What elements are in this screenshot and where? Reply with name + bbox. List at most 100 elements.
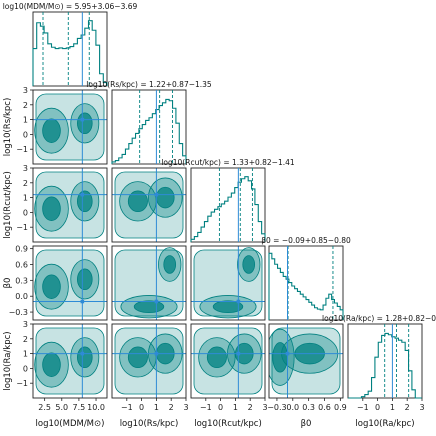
ytick-label-rcut: 0 bbox=[23, 208, 28, 217]
truth-marker bbox=[236, 299, 241, 304]
ytick-label-beta: 0.6 bbox=[15, 261, 28, 270]
title-rs: log10(Rs/kpc) = 1.22+0.87−1.35 bbox=[86, 80, 212, 89]
xtick-label-rcut: 3 bbox=[262, 403, 267, 412]
contour-level-3-0 bbox=[212, 300, 244, 313]
hist-rcut bbox=[190, 176, 266, 242]
xtick-label-ra: 0 bbox=[375, 403, 380, 412]
ytick-label-ra: 3 bbox=[23, 320, 28, 329]
ytick-label-rs: 1 bbox=[23, 116, 28, 125]
panel-rs-hist bbox=[111, 89, 187, 165]
ytick-label-ra: 2 bbox=[23, 335, 28, 344]
contour-level-3-0 bbox=[133, 300, 165, 313]
xtick-label-beta: 0.3 bbox=[302, 403, 315, 412]
ytick-label-rs: 3 bbox=[23, 86, 28, 95]
xtick-label-beta: 0.0 bbox=[286, 403, 299, 412]
contour-level-3-0 bbox=[272, 342, 288, 373]
ytick-label-rcut: −1 bbox=[16, 223, 28, 232]
xaxis-label-rcut: log10(Rcut/kpc) bbox=[194, 419, 262, 429]
ytick-label-ra: 0 bbox=[23, 364, 28, 373]
contour-level-1 bbox=[35, 327, 105, 395]
truth-marker bbox=[80, 351, 85, 356]
contour-level-3-0 bbox=[127, 346, 148, 369]
xtick-label-rs: 1 bbox=[154, 403, 159, 412]
panel-rs-vs-mdm-frame bbox=[32, 89, 108, 165]
contour-level-1 bbox=[35, 93, 105, 161]
panel-ra-vs-rcut-frame bbox=[190, 323, 266, 399]
truth-marker bbox=[80, 192, 85, 197]
truth-marker bbox=[154, 351, 159, 356]
contour-level-3-1 bbox=[77, 346, 93, 369]
contour-level-3-0 bbox=[127, 190, 148, 213]
hist-mdm bbox=[32, 20, 108, 86]
xtick-label-mdm: 5.0 bbox=[55, 403, 68, 412]
xtick-label-rs: 3 bbox=[183, 403, 188, 412]
ytick-label-rcut: 3 bbox=[23, 164, 28, 173]
xtick-label-rs: 0 bbox=[139, 403, 144, 412]
yaxis-label-beta: β0 bbox=[3, 278, 13, 289]
ytick-label-beta: 0.0 bbox=[15, 292, 28, 301]
title-ra: log10(Ra/kpc) = 1.28+0.82−0.80 bbox=[322, 314, 436, 323]
ytick-label-ra: 1 bbox=[23, 350, 28, 359]
contour-level-3-0 bbox=[42, 118, 61, 143]
contour-level-3-1 bbox=[77, 112, 93, 135]
contour-level-3-0 bbox=[42, 196, 61, 221]
xtick-label-rcut: −1 bbox=[200, 403, 212, 412]
title-beta: β0 = −0.09+0.85−0.80 bbox=[261, 236, 351, 245]
ytick-label-rcut: 2 bbox=[23, 179, 28, 188]
xtick-label-rs: −1 bbox=[121, 403, 133, 412]
xtick-label-rcut: 2 bbox=[248, 403, 253, 412]
yaxis-label-ra: log10(Ra/kpc) bbox=[3, 331, 13, 390]
xaxis-label-mdm: log10(MDM/M⊙) bbox=[36, 419, 105, 429]
truth-marker bbox=[285, 351, 290, 356]
contour-level-3-0 bbox=[206, 346, 227, 369]
contour-level-3-1 bbox=[163, 255, 177, 274]
xtick-label-ra: 1 bbox=[390, 403, 395, 412]
xtick-label-rs: 2 bbox=[169, 403, 174, 412]
panel-beta-vs-rs-frame bbox=[111, 245, 187, 321]
yaxis-label-rs: log10(Rs/kpc) bbox=[3, 98, 13, 157]
panel-rcut-hist bbox=[190, 167, 266, 243]
truth-marker bbox=[80, 117, 85, 122]
contour-level-1 bbox=[35, 249, 105, 317]
contour-level-3-1 bbox=[77, 268, 93, 291]
ytick-label-beta: 0.3 bbox=[15, 276, 28, 285]
xaxis-label-ra: log10(Ra/kpc) bbox=[355, 419, 414, 429]
truth-marker bbox=[80, 299, 85, 304]
contour-level-3-0 bbox=[42, 352, 61, 377]
contour-level-1 bbox=[35, 171, 105, 239]
xtick-label-rcut: 1 bbox=[233, 403, 238, 412]
panel-ra-vs-mdm-frame bbox=[32, 323, 108, 399]
xtick-label-ra: −1 bbox=[357, 403, 369, 412]
xtick-label-mdm: 10.0 bbox=[87, 403, 105, 412]
ytick-label-beta: −0.3 bbox=[9, 308, 28, 317]
xaxis-label-rs: log10(Rs/kpc) bbox=[120, 419, 179, 429]
contour-level-3-1 bbox=[77, 190, 93, 213]
panel-rcut-vs-mdm-frame bbox=[32, 167, 108, 243]
panel-ra-vs-beta-frame bbox=[268, 323, 344, 399]
ytick-label-rs: 2 bbox=[23, 101, 28, 110]
contour-level-3-0 bbox=[42, 274, 61, 299]
xtick-label-rcut: 0 bbox=[218, 403, 223, 412]
ytick-label-beta: 0.9 bbox=[15, 245, 28, 254]
ytick-label-rs: −1 bbox=[16, 145, 28, 154]
xtick-label-beta: 0.6 bbox=[318, 403, 331, 412]
panel-mdm-hist bbox=[32, 11, 108, 87]
panel-beta-hist bbox=[268, 245, 344, 321]
xtick-label-mdm: 2.5 bbox=[38, 403, 51, 412]
xtick-label-beta: 0.9 bbox=[334, 403, 347, 412]
xtick-label-mdm: 7.5 bbox=[73, 403, 86, 412]
contour-level-3-1 bbox=[155, 186, 175, 209]
truth-marker bbox=[236, 351, 241, 356]
ytick-label-rcut: 1 bbox=[23, 194, 28, 203]
ytick-label-rs: 0 bbox=[23, 130, 28, 139]
title-rcut: log10(Rcut/kpc) = 1.33+0.82−1.41 bbox=[161, 158, 295, 167]
xaxis-label-beta: β0 bbox=[301, 419, 312, 429]
contour-level-3-1 bbox=[242, 255, 256, 274]
panel-ra-vs-rs-frame bbox=[111, 323, 187, 399]
truth-marker bbox=[154, 299, 159, 304]
panel-beta-vs-mdm-frame bbox=[32, 245, 108, 321]
xtick-label-ra: 2 bbox=[405, 403, 410, 412]
xtick-label-beta: −0.3 bbox=[267, 403, 286, 412]
truth-marker bbox=[154, 192, 159, 197]
yaxis-label-rcut: log10(Rcut/kpc) bbox=[3, 171, 13, 239]
